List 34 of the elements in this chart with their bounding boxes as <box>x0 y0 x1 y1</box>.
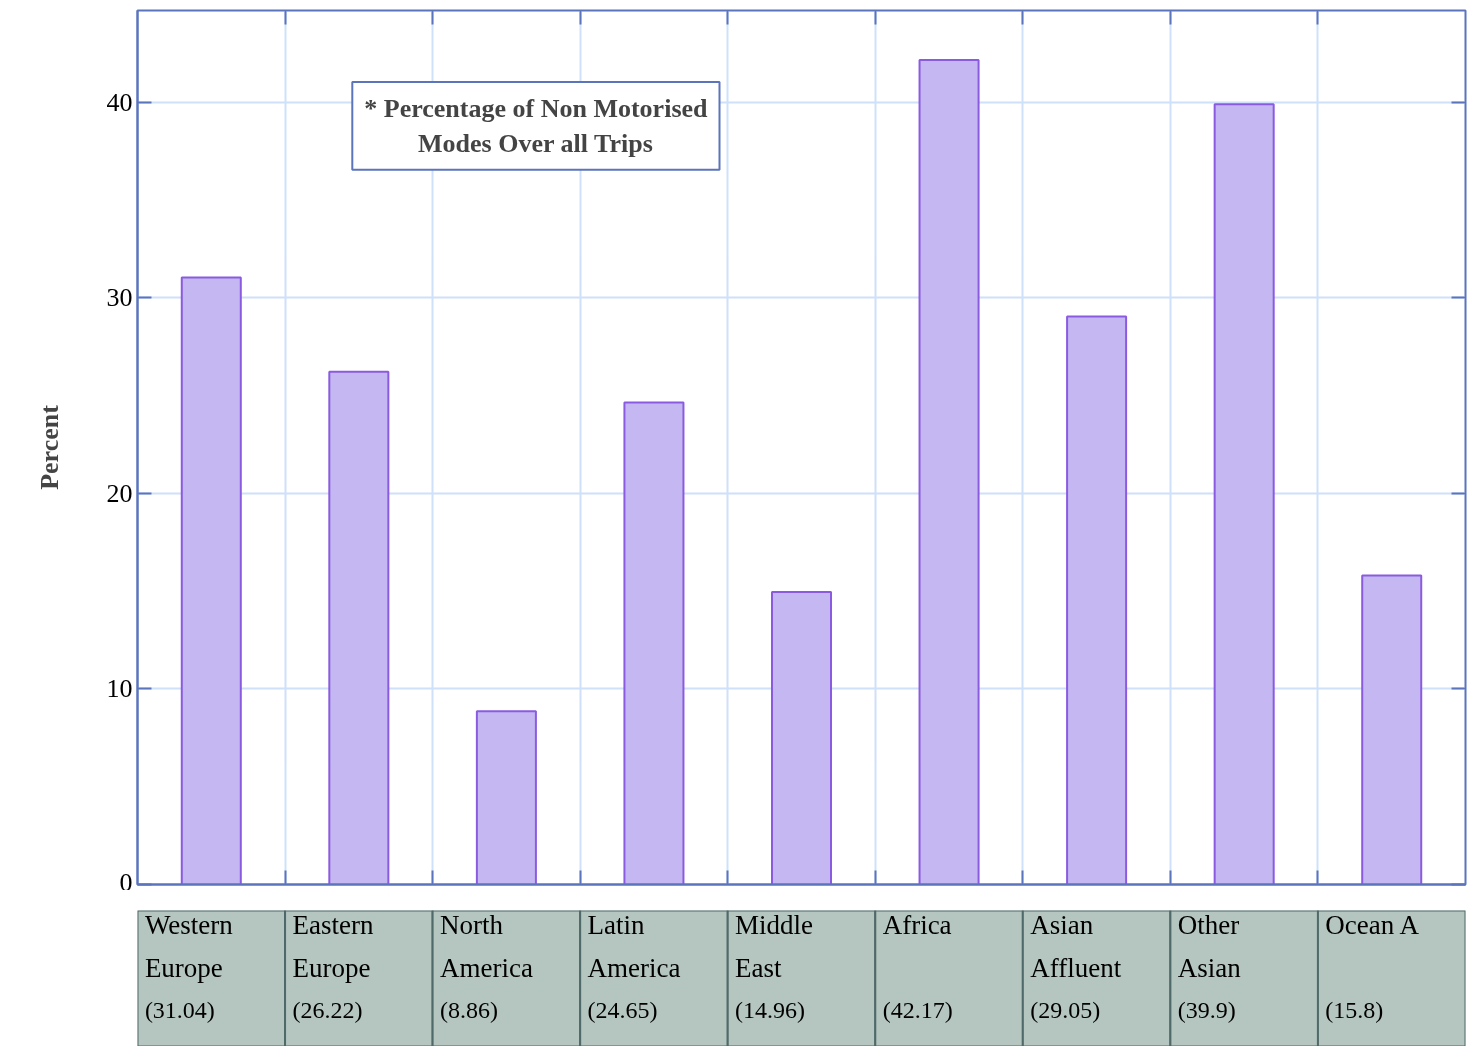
bar <box>623 401 685 885</box>
data-label: (31.04) <box>144 997 215 1024</box>
data-label: (24.65) <box>587 997 658 1024</box>
y-tick-label: 20 <box>106 478 133 508</box>
data-label: (26.22) <box>292 997 363 1024</box>
x-tick-label: Western Europe <box>144 910 234 983</box>
y-axis-title: Percent <box>34 404 64 490</box>
data-label: (29.05) <box>1030 997 1101 1024</box>
data-label: (15.8) <box>1325 997 1384 1024</box>
annotation: * Percentage of Non Motorised Modes Over all Trips <box>364 93 709 158</box>
x-tick-label: Asian Affluent <box>1030 910 1122 983</box>
bar <box>918 58 980 885</box>
bar <box>770 590 833 885</box>
x-tick-label: Latin America <box>587 910 681 983</box>
bar <box>328 370 390 885</box>
x-tick-label: Ocean A <box>1325 910 1420 941</box>
data-label: (8.86) <box>439 997 498 1024</box>
x-tick-label: North America <box>439 910 533 983</box>
y-tick-label: 10 <box>106 674 133 704</box>
y-tick-label: 0 <box>119 867 133 897</box>
bar <box>1066 315 1128 885</box>
y-tick-label: 30 <box>106 283 133 313</box>
bar <box>1213 103 1275 885</box>
x-tick-label: Middle East <box>735 910 814 983</box>
bar <box>1361 574 1423 885</box>
bar <box>475 710 537 885</box>
x-tick-label: Eastern Europe <box>292 910 374 983</box>
bar <box>180 276 242 885</box>
x-tick-label: Africa <box>882 910 952 941</box>
x-tick-label: Other Asian <box>1177 910 1242 983</box>
y-tick-label: 40 <box>106 87 133 117</box>
data-label: (42.17) <box>882 997 953 1024</box>
data-label: (14.96) <box>735 997 806 1024</box>
data-label: (39.9) <box>1177 997 1236 1024</box>
